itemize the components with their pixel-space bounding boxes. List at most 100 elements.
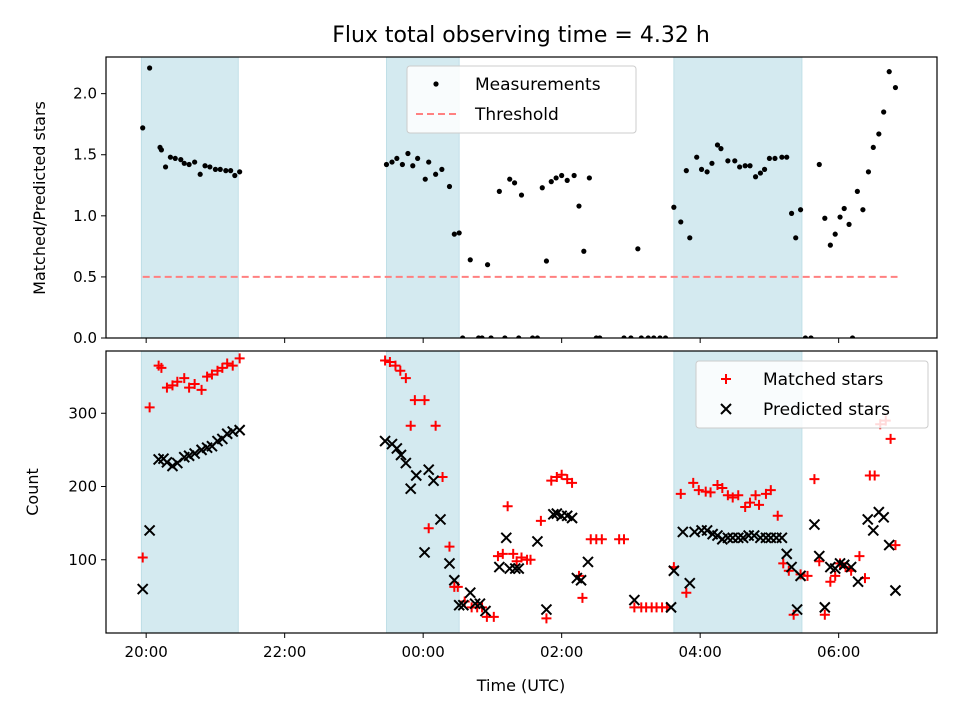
- predicted-star-point: [464, 587, 476, 599]
- matched-star-point: [754, 499, 765, 510]
- measurement-point: [793, 235, 799, 241]
- legend-matched-marker: [721, 374, 731, 384]
- matched-star-point: [693, 485, 704, 496]
- measurement-point: [683, 168, 689, 174]
- predicted-star-point: [500, 532, 512, 544]
- measurement-point: [742, 163, 748, 169]
- measurement-point: [709, 160, 715, 166]
- measurement-point: [772, 155, 778, 162]
- measurement-point: [628, 335, 634, 338]
- measurement-point: [207, 164, 213, 170]
- legend-predicted-marker: [720, 403, 732, 415]
- measurement-point: [217, 166, 223, 172]
- shaded-interval-1-1: [386, 350, 460, 634]
- measurement-point: [822, 215, 828, 221]
- measurement-point: [865, 169, 872, 175]
- predicted-star-point: [493, 561, 506, 573]
- matched-star-point: [681, 587, 692, 598]
- measurement-point: [581, 248, 587, 254]
- y-tick-label: 100: [68, 551, 97, 569]
- measurement-point: [446, 183, 453, 190]
- predicted-star-point: [418, 546, 431, 559]
- predicted-star-point: [781, 548, 793, 560]
- predicted-star-point: [785, 561, 798, 573]
- matched-star-point: [508, 548, 519, 559]
- matched-star-point: [546, 475, 557, 486]
- measurement-point: [718, 146, 724, 152]
- measurement-point: [140, 125, 146, 131]
- measurement-point: [237, 169, 243, 175]
- matched-star-point: [202, 371, 213, 382]
- measurement-point: [698, 166, 705, 172]
- shaded-interval-0-0: [140, 56, 239, 339]
- measurement-point: [223, 168, 229, 174]
- predicted-star-point: [813, 550, 825, 562]
- matched-star-point: [795, 569, 806, 580]
- measurement-point: [714, 142, 721, 148]
- measurement-point: [548, 179, 554, 185]
- x-axis-label: Time (UTC): [476, 676, 565, 695]
- measurement-point: [797, 207, 804, 213]
- matched-star-point: [567, 477, 578, 488]
- matched-star-point: [144, 402, 155, 413]
- measurement-point: [621, 335, 627, 338]
- matched-star-point: [830, 570, 841, 581]
- bottom-panel: 100 200 300 20:00 22:00 00:00 02:00 04:00 06:00 M…: [68, 350, 938, 661]
- bottom-y-axis-label: Count: [23, 468, 42, 516]
- measurement-point: [167, 154, 174, 160]
- measurement-point: [747, 163, 753, 169]
- matched-star-point: [395, 365, 406, 376]
- measurement-point: [576, 203, 582, 209]
- predicted-star-point: [776, 532, 788, 544]
- y-tick-label: 0.5: [73, 268, 97, 286]
- measurement-point: [687, 235, 693, 241]
- matched-star-point: [184, 382, 195, 393]
- x-tick-label: 04:00: [679, 643, 722, 661]
- predicted-star-point: [161, 456, 173, 469]
- measurement-point: [704, 169, 710, 175]
- predicted-star-point: [143, 524, 156, 537]
- measurement-point: [752, 174, 759, 180]
- predicted-star-point: [575, 574, 587, 586]
- matched-star-point: [380, 355, 391, 366]
- predicted-star-point: [513, 562, 525, 575]
- measurement-point: [651, 335, 657, 338]
- predicted-star-point: [531, 535, 544, 548]
- measurement-point: [516, 335, 522, 338]
- measurement-point: [779, 154, 785, 160]
- y-tick-label: 300: [68, 404, 97, 422]
- legend: Measurements Threshold: [406, 65, 637, 134]
- measurement-point: [186, 161, 192, 168]
- measurement-point: [870, 144, 876, 151]
- axes-frame: [105, 56, 938, 339]
- matched-star-point: [727, 492, 738, 503]
- measurement-point: [635, 246, 641, 252]
- measurement-point: [147, 65, 153, 71]
- predicted-star-point: [668, 565, 680, 577]
- measurement-point: [232, 172, 238, 179]
- measurement-point: [181, 160, 187, 166]
- matched-star-point: [492, 551, 503, 562]
- measurement-point: [892, 84, 899, 91]
- matched-star-point: [516, 552, 527, 563]
- predicted-star-point: [379, 435, 391, 447]
- matched-star-point: [556, 469, 567, 480]
- measurement-point: [597, 335, 603, 338]
- predicted-star-point: [877, 511, 890, 523]
- measurement-point: [784, 154, 790, 160]
- measurement-point: [841, 205, 847, 212]
- measurement-point: [426, 159, 432, 165]
- measurement-point: [518, 192, 525, 198]
- matched-star-point: [217, 362, 228, 373]
- matched-star-point: [196, 384, 207, 395]
- predicted-star-point: [469, 597, 481, 610]
- measurement-point: [827, 242, 833, 248]
- predicted-star-point: [427, 474, 440, 487]
- matched-star-point: [390, 360, 401, 371]
- matched-star-point: [227, 360, 238, 371]
- predicted-star-point: [136, 583, 149, 595]
- matched-star-point: [502, 501, 513, 512]
- matched-star-point: [497, 548, 508, 559]
- top-y-axis-label: Matched/Predicted stars: [30, 101, 49, 295]
- predicted-star-point: [566, 512, 578, 524]
